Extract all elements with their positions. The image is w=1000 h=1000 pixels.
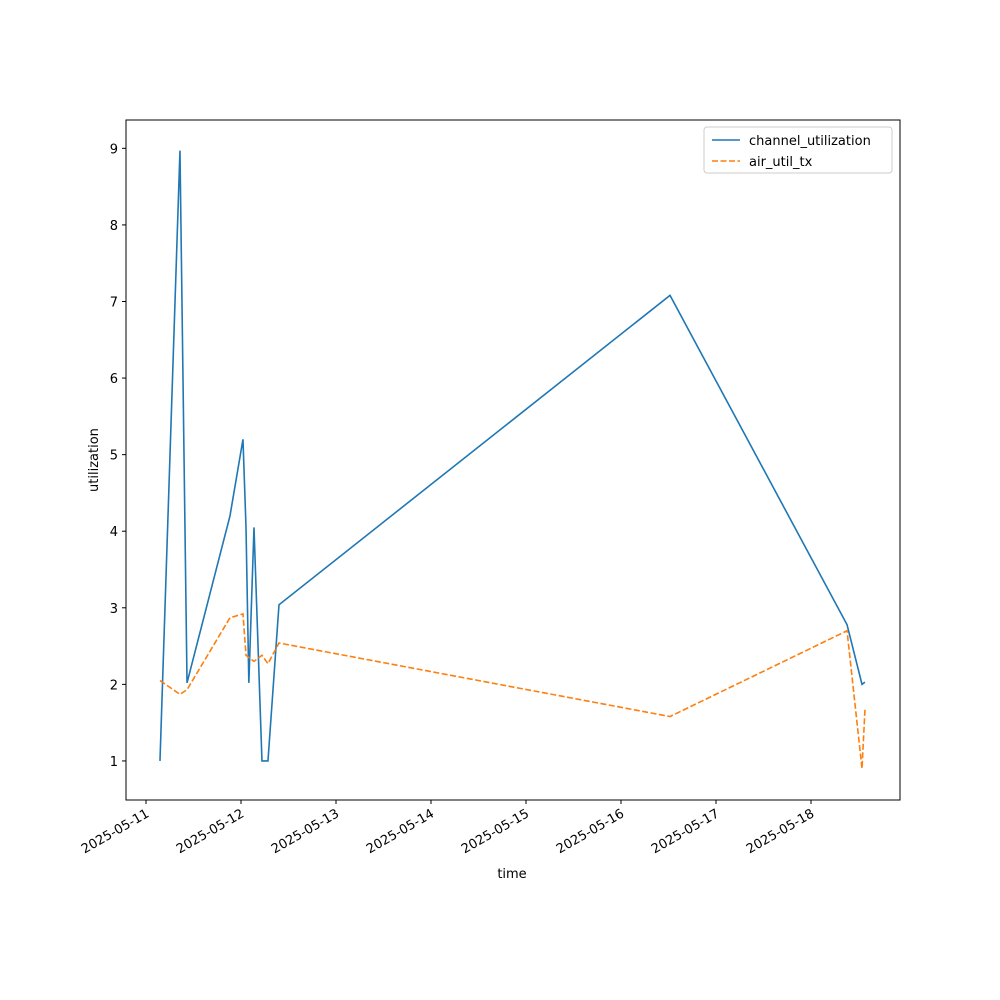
y-tick-label: 1: [110, 755, 118, 770]
x-tick-label: 2025-05-16: [554, 806, 627, 857]
y-tick-label: 8: [110, 219, 118, 234]
x-tick-label: 2025-05-13: [269, 806, 342, 857]
y-tick-label: 9: [110, 142, 118, 157]
x-tick-label: 2025-05-14: [364, 806, 437, 857]
x-tick-label: 2025-05-17: [649, 806, 722, 857]
y-tick-label: 5: [110, 449, 118, 464]
legend-box: [703, 126, 893, 174]
y-axis-label: utilization: [87, 428, 102, 492]
series-line: [159, 612, 866, 769]
x-tick-label: 2025-05-18: [744, 806, 817, 857]
y-tick-label: 3: [110, 602, 118, 617]
legend: channel_utilization air_util_tx: [703, 126, 893, 174]
legend-label: channel_utilization: [749, 134, 871, 149]
x-axis-label: time: [497, 867, 526, 882]
y-tick-label: 2: [110, 678, 118, 693]
y-tick-label: 6: [110, 372, 118, 387]
axes-frame: [125, 119, 901, 801]
x-tick-label: 2025-05-11: [79, 806, 152, 857]
legend-label: air_util_tx: [749, 155, 813, 170]
x-tick-label: 2025-05-12: [174, 806, 247, 857]
y-tick-label: 7: [110, 295, 118, 310]
y-tick-label: 4: [110, 525, 118, 540]
series-line: [159, 150, 866, 762]
x-tick-label: 2025-05-15: [459, 806, 532, 857]
